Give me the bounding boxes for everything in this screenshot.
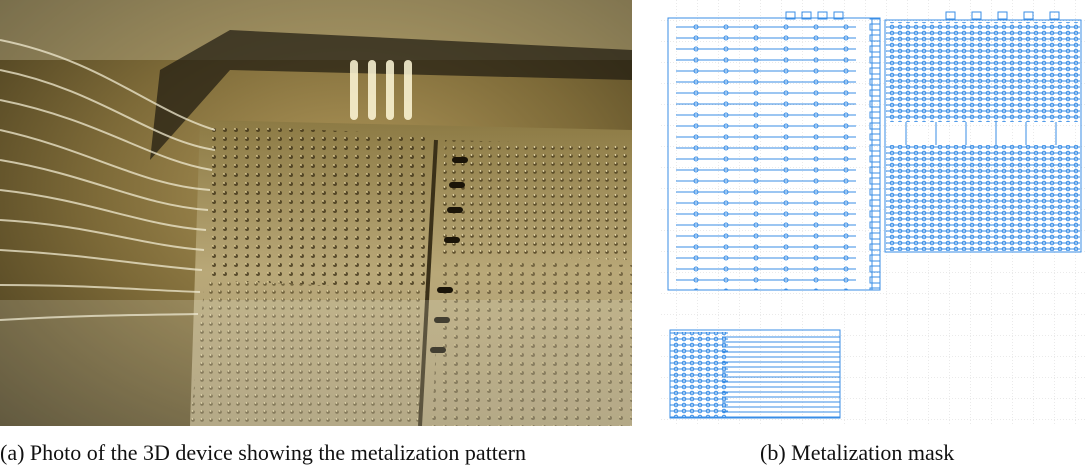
device-photo bbox=[0, 0, 632, 426]
caption-b: (b) Metalization mask bbox=[760, 440, 955, 465]
metalization-mask bbox=[660, 0, 1086, 426]
caption-a: (a) Photo of the 3D device showing the m… bbox=[0, 440, 527, 465]
